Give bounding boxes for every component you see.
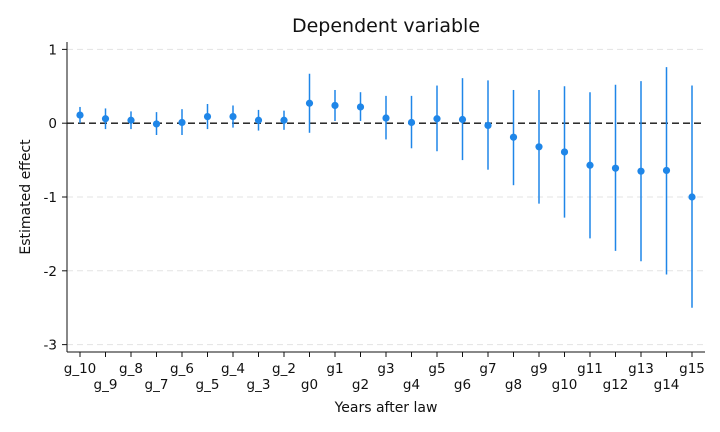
x-tick-label: g_10 [64, 361, 97, 377]
point-g1 [331, 101, 339, 110]
y-tick-label: 1 [48, 42, 57, 58]
point-g_4 [229, 112, 237, 121]
x-tick-label: g_8 [119, 361, 143, 377]
point-g_8 [127, 116, 135, 124]
x-tick-label: g10 [552, 377, 578, 393]
point-g8 [509, 133, 518, 141]
x-tick-label: g7 [479, 361, 496, 377]
point-g_7 [152, 120, 161, 128]
point-g5 [433, 115, 441, 123]
point-g15 [688, 193, 696, 201]
x-tick-label: g14 [654, 377, 680, 393]
x-tick-label: g_6 [170, 361, 194, 377]
chart-title: Dependent variable [292, 15, 480, 37]
y-axis-ticks: 1 0 -1 -2 -3 [44, 42, 67, 354]
y-tick-label: -1 [44, 190, 57, 206]
point-g13 [637, 167, 645, 175]
x-axis-ticks: g_10g_9g_8g_7g_6g_5g_4g_3g_2 g0 g1 g2 g3 g4 g5… [64, 352, 705, 393]
point-g_6 [178, 118, 186, 127]
point-g10 [560, 148, 569, 156]
x-tick-label: g11 [577, 361, 603, 377]
x-tick-label: g1 [326, 361, 343, 377]
x-tick-label: g_2 [272, 361, 296, 377]
y-tick-label: -2 [44, 264, 57, 280]
point-g14 [662, 166, 671, 175]
x-tick-label: g5 [428, 361, 445, 377]
x-tick-label: g_9 [94, 377, 118, 393]
point-g9 [535, 143, 543, 151]
point-g0 [305, 99, 314, 107]
x-tick-label: g_7 [145, 377, 169, 393]
point-g3 [382, 114, 390, 122]
x-tick-label: g2 [352, 377, 369, 393]
x-tick-label: g15 [679, 361, 705, 377]
x-tick-label: g4 [403, 377, 420, 393]
point-g12 [611, 164, 620, 172]
point-g11 [586, 161, 594, 169]
point-g6 [458, 115, 467, 124]
x-tick-label: g13 [628, 361, 654, 377]
x-tick-label: g3 [377, 361, 394, 377]
x-tick-label: g_5 [196, 377, 220, 393]
point-g4 [407, 118, 416, 127]
x-axis-label: Years after law [334, 400, 438, 416]
point-estimates [76, 99, 696, 201]
point-g_5 [203, 112, 212, 121]
point-g_2 [280, 116, 288, 124]
x-tick-label: g6 [454, 377, 471, 393]
y-tick-label: 0 [48, 116, 57, 132]
y-axis-label: Estimated effect [18, 139, 34, 255]
x-tick-label: g_3 [247, 377, 271, 393]
y-tick-label: -3 [44, 338, 57, 354]
grid-lines [67, 48, 705, 346]
confidence-intervals [79, 67, 693, 308]
x-tick-label: g8 [505, 377, 522, 393]
point-g2 [356, 103, 365, 111]
x-tick-label: g_4 [221, 361, 245, 377]
x-tick-label: g0 [301, 377, 318, 393]
x-tick-label: g9 [530, 361, 547, 377]
point-g_3 [254, 116, 263, 124]
x-tick-label: g12 [603, 377, 629, 393]
point-g_10 [76, 111, 84, 119]
point-g_9 [101, 115, 110, 123]
point-g7 [484, 121, 492, 130]
